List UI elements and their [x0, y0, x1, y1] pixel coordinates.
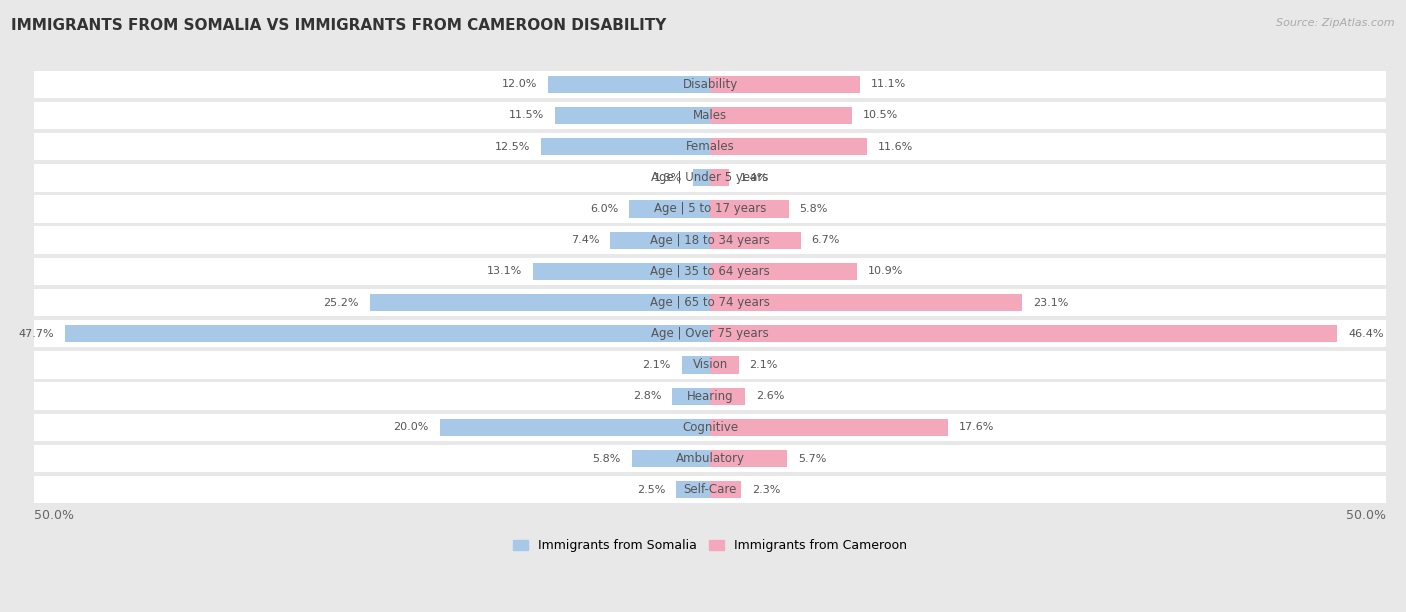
Text: Source: ZipAtlas.com: Source: ZipAtlas.com [1277, 18, 1395, 28]
Text: 13.1%: 13.1% [486, 266, 522, 277]
Text: 11.6%: 11.6% [877, 141, 912, 152]
Text: 2.1%: 2.1% [643, 360, 671, 370]
Text: 2.5%: 2.5% [637, 485, 665, 494]
Bar [34, 133, 1386, 160]
Bar [631, 450, 710, 467]
Bar [440, 419, 710, 436]
Bar [34, 102, 1386, 129]
Text: 11.1%: 11.1% [870, 79, 907, 89]
Text: 50.0%: 50.0% [1346, 509, 1386, 522]
Text: 1.3%: 1.3% [654, 173, 682, 183]
Text: Self-Care: Self-Care [683, 483, 737, 496]
Bar [710, 107, 852, 124]
Bar [34, 226, 1386, 254]
Text: 5.7%: 5.7% [799, 453, 827, 463]
Text: 7.4%: 7.4% [571, 235, 599, 245]
Text: Females: Females [686, 140, 734, 153]
Bar [710, 138, 868, 155]
Text: IMMIGRANTS FROM SOMALIA VS IMMIGRANTS FROM CAMEROON DISABILITY: IMMIGRANTS FROM SOMALIA VS IMMIGRANTS FR… [11, 18, 666, 34]
Text: 17.6%: 17.6% [959, 422, 994, 432]
Bar [710, 450, 787, 467]
Text: Disability: Disability [682, 78, 738, 91]
Text: 2.6%: 2.6% [756, 391, 785, 401]
Bar [710, 387, 745, 405]
Text: Age | 18 to 34 years: Age | 18 to 34 years [650, 234, 770, 247]
Bar [541, 138, 710, 155]
Bar [710, 76, 860, 93]
Bar [676, 481, 710, 498]
Bar [34, 258, 1386, 285]
Text: Ambulatory: Ambulatory [676, 452, 745, 465]
Text: 12.5%: 12.5% [495, 141, 530, 152]
Text: 50.0%: 50.0% [34, 509, 75, 522]
Bar [34, 289, 1386, 316]
Bar [672, 387, 710, 405]
Bar [34, 414, 1386, 441]
Bar [710, 481, 741, 498]
Text: 47.7%: 47.7% [18, 329, 55, 339]
Text: 12.0%: 12.0% [502, 79, 537, 89]
Bar [710, 263, 858, 280]
Bar [710, 356, 738, 373]
Bar [682, 356, 710, 373]
Bar [34, 320, 1386, 348]
Text: Age | 65 to 74 years: Age | 65 to 74 years [650, 296, 770, 309]
Text: 10.5%: 10.5% [863, 110, 898, 121]
Text: 46.4%: 46.4% [1348, 329, 1384, 339]
Bar [34, 351, 1386, 379]
Text: Age | 5 to 17 years: Age | 5 to 17 years [654, 203, 766, 215]
Text: 2.8%: 2.8% [633, 391, 661, 401]
Text: Hearing: Hearing [688, 390, 734, 403]
Bar [34, 476, 1386, 504]
Text: Vision: Vision [693, 359, 728, 371]
Text: Age | Over 75 years: Age | Over 75 years [651, 327, 769, 340]
Bar [693, 170, 710, 187]
Bar [555, 107, 710, 124]
Bar [710, 200, 789, 218]
Bar [34, 70, 1386, 98]
Bar [610, 231, 710, 248]
Text: 20.0%: 20.0% [394, 422, 429, 432]
Text: Cognitive: Cognitive [682, 421, 738, 434]
Bar [34, 195, 1386, 223]
Bar [34, 445, 1386, 472]
Text: 2.3%: 2.3% [752, 485, 780, 494]
Bar [34, 164, 1386, 192]
Bar [370, 294, 710, 311]
Text: Age | Under 5 years: Age | Under 5 years [651, 171, 769, 184]
Text: 23.1%: 23.1% [1033, 297, 1069, 308]
Text: Age | 35 to 64 years: Age | 35 to 64 years [650, 265, 770, 278]
Bar [34, 382, 1386, 410]
Text: 6.0%: 6.0% [591, 204, 619, 214]
Bar [710, 419, 948, 436]
Bar [548, 76, 710, 93]
Text: 5.8%: 5.8% [592, 453, 621, 463]
Bar [65, 325, 710, 342]
Bar [710, 325, 1337, 342]
Text: Males: Males [693, 109, 727, 122]
Bar [710, 231, 800, 248]
Bar [533, 263, 710, 280]
Text: 10.9%: 10.9% [869, 266, 904, 277]
Text: 6.7%: 6.7% [811, 235, 839, 245]
Text: 1.4%: 1.4% [740, 173, 768, 183]
Text: 5.8%: 5.8% [800, 204, 828, 214]
Text: 25.2%: 25.2% [323, 297, 359, 308]
Bar [628, 200, 710, 218]
Legend: Immigrants from Somalia, Immigrants from Cameroon: Immigrants from Somalia, Immigrants from… [508, 534, 912, 558]
Text: 2.1%: 2.1% [749, 360, 778, 370]
Bar [710, 170, 730, 187]
Text: 11.5%: 11.5% [509, 110, 544, 121]
Bar [710, 294, 1022, 311]
